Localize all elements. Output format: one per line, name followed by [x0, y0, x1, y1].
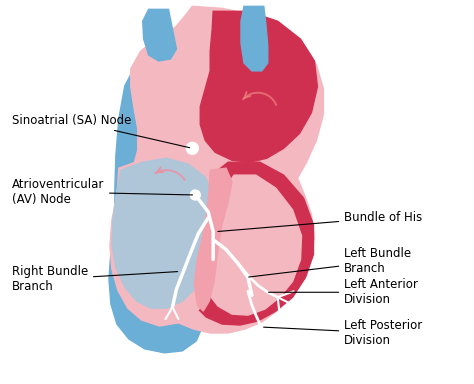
Text: Sinoatrial (SA) Node: Sinoatrial (SA) Node — [12, 114, 190, 148]
Polygon shape — [177, 162, 313, 325]
Polygon shape — [110, 156, 224, 326]
Polygon shape — [112, 158, 217, 308]
Text: Bundle of His: Bundle of His — [218, 211, 422, 232]
Polygon shape — [196, 175, 301, 315]
Circle shape — [186, 142, 198, 154]
Text: Left Anterior
Division: Left Anterior Division — [269, 278, 418, 306]
Text: Atrioventricular
(AV) Node: Atrioventricular (AV) Node — [12, 178, 192, 206]
Text: Left Bundle
Branch: Left Bundle Branch — [249, 248, 411, 277]
Polygon shape — [201, 11, 318, 162]
Circle shape — [191, 190, 201, 200]
Polygon shape — [143, 9, 176, 61]
Polygon shape — [117, 7, 323, 333]
Polygon shape — [109, 39, 228, 353]
Text: Left Posterior
Division: Left Posterior Division — [264, 319, 422, 347]
Polygon shape — [194, 168, 232, 311]
Text: Right Bundle
Branch: Right Bundle Branch — [12, 265, 178, 293]
Polygon shape — [241, 7, 268, 71]
